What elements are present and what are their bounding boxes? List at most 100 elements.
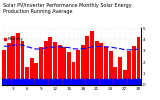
Point <box>119 79 121 81</box>
Point <box>115 79 117 81</box>
Point <box>104 81 107 83</box>
Point <box>30 83 32 85</box>
Point <box>96 81 98 83</box>
Bar <box>109 51 113 85</box>
Point <box>129 81 131 83</box>
Point <box>30 81 32 83</box>
Point <box>58 79 60 81</box>
Point <box>110 79 113 81</box>
Point <box>3 79 6 81</box>
Point <box>99 83 102 85</box>
Point <box>34 79 37 81</box>
Bar <box>99 43 103 85</box>
Point <box>31 83 34 85</box>
Point <box>114 83 117 85</box>
Point <box>68 81 70 83</box>
Point <box>13 81 15 83</box>
Point <box>45 83 48 85</box>
Point <box>82 79 84 81</box>
Point <box>138 79 140 81</box>
Point <box>82 81 84 83</box>
Bar <box>136 37 140 85</box>
Point <box>39 81 42 83</box>
Point <box>96 81 99 83</box>
Point <box>54 81 57 83</box>
Point <box>7 83 9 85</box>
Point <box>35 81 38 83</box>
Point <box>67 79 69 81</box>
Point <box>81 81 83 83</box>
Point <box>72 81 74 83</box>
Point <box>50 83 52 85</box>
Point <box>76 83 79 85</box>
Point <box>124 83 127 85</box>
Point <box>49 83 52 85</box>
Point <box>63 83 66 85</box>
Point <box>20 83 23 85</box>
Point <box>67 83 69 85</box>
Point <box>17 83 19 85</box>
Point <box>25 79 28 81</box>
Point <box>30 79 32 81</box>
Point <box>49 81 52 83</box>
Point <box>105 83 108 85</box>
Point <box>118 79 120 81</box>
Point <box>85 83 88 85</box>
Point <box>132 83 135 85</box>
Point <box>59 81 62 83</box>
Point <box>58 83 60 85</box>
Point <box>99 81 102 83</box>
Point <box>40 83 43 85</box>
Point <box>53 79 56 81</box>
Point <box>44 79 47 81</box>
Point <box>72 79 74 81</box>
Point <box>114 81 117 83</box>
Bar <box>53 42 57 85</box>
Point <box>86 83 89 85</box>
Point <box>58 81 60 83</box>
Point <box>12 79 15 81</box>
Point <box>31 79 33 81</box>
Point <box>40 81 42 83</box>
Point <box>127 81 130 83</box>
Point <box>44 79 46 81</box>
Point <box>110 81 113 83</box>
Point <box>17 81 20 83</box>
Point <box>64 79 66 81</box>
Point <box>95 81 97 83</box>
Point <box>124 81 127 83</box>
Point <box>133 81 136 83</box>
Point <box>72 83 75 85</box>
Point <box>16 83 18 85</box>
Point <box>104 83 107 85</box>
Point <box>109 83 111 85</box>
Point <box>39 83 42 85</box>
Point <box>110 83 113 85</box>
Point <box>16 81 18 83</box>
Point <box>2 83 4 85</box>
Point <box>63 81 66 83</box>
Point <box>118 83 120 85</box>
Bar <box>58 45 62 85</box>
Point <box>54 79 56 81</box>
Point <box>104 79 107 81</box>
Point <box>44 81 46 83</box>
Point <box>133 83 136 85</box>
Point <box>68 79 71 81</box>
Text: Solar PV/Inverter Performance Monthly Solar Energy Production Running Average: Solar PV/Inverter Performance Monthly So… <box>3 3 132 14</box>
Point <box>92 83 94 85</box>
Point <box>48 79 51 81</box>
Point <box>36 83 38 85</box>
Point <box>8 79 11 81</box>
Bar <box>104 47 108 85</box>
Point <box>105 81 107 83</box>
Point <box>76 81 79 83</box>
Point <box>64 83 66 85</box>
Point <box>22 83 24 85</box>
Point <box>119 81 122 83</box>
Point <box>127 79 130 81</box>
Point <box>20 79 23 81</box>
Point <box>54 83 57 85</box>
Point <box>87 81 89 83</box>
Point <box>27 81 29 83</box>
